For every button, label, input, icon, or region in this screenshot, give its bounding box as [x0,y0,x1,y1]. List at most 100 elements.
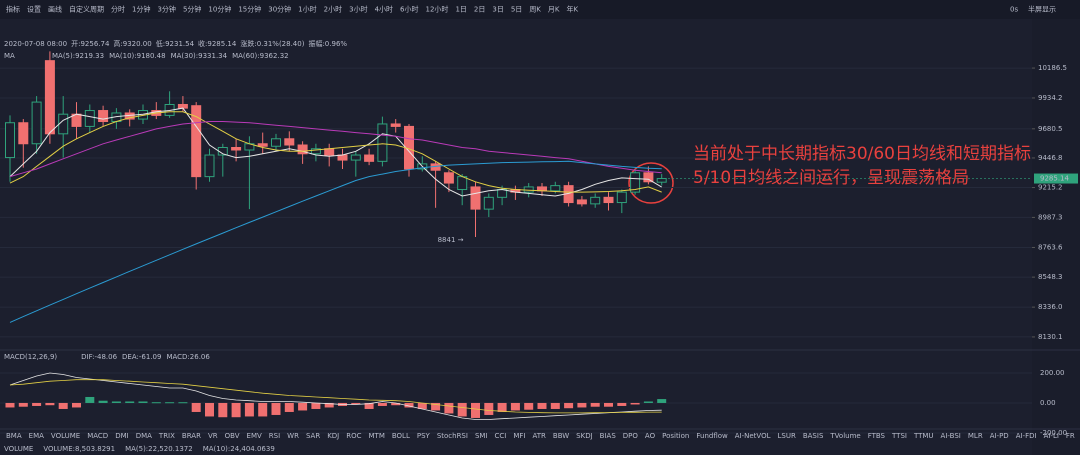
indicator-tab[interactable]: MTM [369,432,385,440]
indicator-tab[interactable]: FR [1066,432,1075,440]
toolbar-item[interactable]: 1小时 [298,5,316,14]
candle-body [576,199,587,205]
legend-entry: MA(30):9331.34 [171,52,228,60]
macd-bar [577,402,587,408]
toolbar-item[interactable]: 2日 [474,6,485,14]
candle-body [590,196,601,205]
info-text: 收:9285.14 [198,39,237,48]
indicator-tab[interactable]: Position [662,432,689,440]
indicator-tab[interactable]: MACD [87,432,108,440]
candle-body [643,172,654,183]
macd-bar [391,402,401,406]
indicator-tab[interactable]: SAR [306,432,320,440]
volume-text: VOLUME:8,503.8291 [43,445,115,453]
toolbar-item[interactable]: 画线 [48,5,62,14]
indicator-tab[interactable]: DMI [115,432,129,440]
macd-bar [444,402,454,414]
toolbar-right[interactable]: 0s [1010,6,1018,14]
indicator-tab[interactable]: ATR [533,432,547,440]
indicator-tab[interactable]: KDJ [327,432,339,440]
indicator-tab[interactable]: StochRSI [437,432,468,440]
toolbar-item[interactable]: 3日 [492,6,503,14]
toolbar-item[interactable]: 4小时 [375,5,393,14]
volume-text: MA(5):22,520.1372 [125,445,193,453]
toolbar-item[interactable]: 30分钟 [268,5,291,14]
indicator-tab[interactable]: EMV [247,432,262,440]
macd-bar [72,402,81,408]
annotation: 当前处于中长期指标30/60日均线和短期指标 [693,144,1031,164]
indicator-tab[interactable]: TVolume [829,432,860,440]
indicator-tab[interactable]: MFI [513,432,525,440]
toolbar-item[interactable]: 2小时 [324,5,342,14]
indicator-tab[interactable]: AI-BSI [941,432,961,440]
toolbar-item[interactable]: 3小时 [349,5,367,14]
candle-body [443,172,454,184]
macd-bar [85,396,95,403]
indicator-tab[interactable]: BMA [6,432,22,440]
indicator-tab[interactable]: BIAS [600,432,617,440]
indicator-tab[interactable]: DPO [623,432,639,440]
info-text: 高:9320.00 [113,39,151,48]
macd-bar [271,402,281,415]
candle-body [44,60,55,135]
indicator-tab[interactable]: Fundflow [696,432,728,440]
indicator-tab[interactable]: AI-FDI [1016,432,1037,440]
toolbar-item[interactable]: 分时 [111,5,125,14]
indicator-tab[interactable]: TTMU [913,432,934,440]
toolbar-item[interactable]: 12小时 [426,5,449,14]
toolbar-item[interactable]: 周K [529,6,541,14]
indicator-tab[interactable]: SMI [475,432,488,440]
toolbar-item[interactable]: 3分钟 [157,5,175,14]
toolbar-item[interactable]: 10分钟 [208,5,231,14]
macd-bar [258,402,268,417]
macd-bar [298,402,308,411]
indicator-tab[interactable]: TRIX [158,432,175,440]
indicator-tab[interactable]: TTSI [891,432,907,440]
indicator-tab[interactable]: PSY [417,432,431,440]
indicator-tab[interactable]: VR [208,432,218,440]
indicator-tab[interactable]: VOLUME [51,432,80,440]
macd-bar [151,402,161,404]
indicator-tab[interactable]: AI-NetVOL [735,432,771,440]
toolbar-item[interactable]: 1分钟 [132,5,150,14]
toolbar [0,0,1080,19]
indicator-tab[interactable]: AI-PD [990,432,1009,440]
indicator-tab[interactable]: MLR [968,432,983,440]
toolbar-item[interactable]: 年K [567,5,579,14]
toolbar-item[interactable]: 设置 [27,5,41,14]
toolbar-item[interactable]: 1日 [455,6,466,14]
candle-body [84,110,95,127]
toolbar-item[interactable]: 5分钟 [183,5,201,14]
indicator-tab[interactable]: AO [645,432,656,440]
indicator-tab[interactable]: LSUR [778,432,796,440]
indicator-tab[interactable]: DMA [136,432,152,440]
ma-line [9,160,662,323]
indicator-tab[interactable]: BBW [553,432,569,440]
candle-body [616,191,627,204]
indicator-tab[interactable]: FTBS [868,432,886,440]
indicator-tab[interactable]: BRAR [182,432,201,440]
toolbar-item[interactable]: 15分钟 [238,5,261,14]
indicator-tab[interactable]: RSI [269,432,280,440]
indicator-tab[interactable]: EMA [29,432,44,440]
candle-body [457,176,468,191]
indicator-tab[interactable]: WR [287,432,299,440]
toolbar-item[interactable]: 5日 [511,6,522,14]
toolbar-right[interactable]: 半屏显示 [1028,5,1056,14]
indicator-tab[interactable]: AI-LI [1044,432,1059,440]
toolbar-item[interactable]: 自定义周期 [69,5,104,14]
indicator-tab[interactable]: BASIS [803,432,824,440]
indicator-tab[interactable]: BOLL [392,432,410,440]
indicator-tab[interactable]: OBV [225,432,240,440]
indicator-tab[interactable]: CCI [495,432,507,440]
info-text: 2020-07-08 08:00 [4,40,67,48]
y-tick-label: 9446.8 [1038,154,1063,162]
toolbar-item[interactable]: 指标 [6,5,20,14]
macd-bar [497,402,507,412]
indicator-tab[interactable]: SKDJ [576,432,593,440]
macd-bar [284,402,294,412]
indicator-tab[interactable]: ROC [346,432,361,440]
macd-bar [431,402,441,411]
toolbar-item[interactable]: 6小时 [400,5,418,14]
toolbar-item[interactable]: 月K [548,6,560,14]
